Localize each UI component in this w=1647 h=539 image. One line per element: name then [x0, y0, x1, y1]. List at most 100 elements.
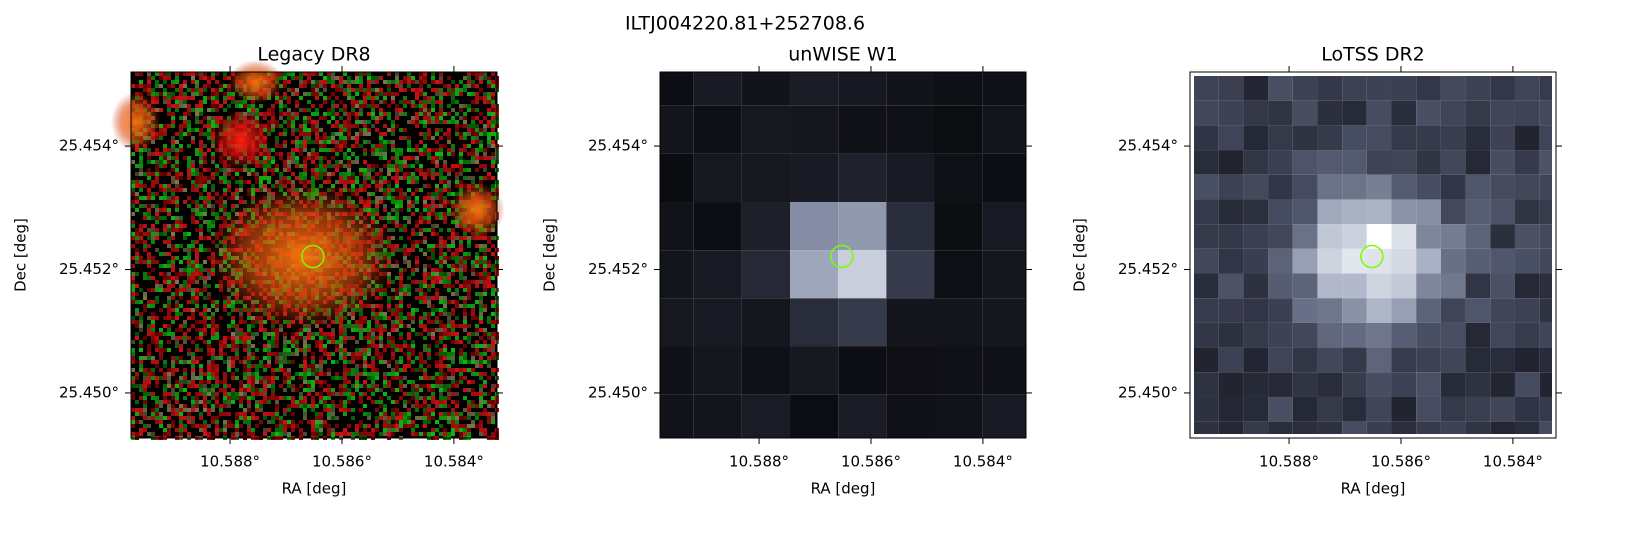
pixel: [419, 112, 423, 116]
pixel: [387, 296, 391, 300]
pixel: [303, 160, 307, 164]
pixel: [299, 420, 303, 424]
pixel: [195, 184, 199, 188]
pixel: [171, 80, 175, 84]
pixel: [379, 132, 383, 136]
pixel: [407, 420, 411, 424]
pixel: [215, 96, 219, 100]
pixel: [311, 364, 315, 368]
pixel: [363, 328, 367, 332]
pixel: [411, 172, 415, 176]
pixel: [363, 96, 367, 100]
pixel: [147, 432, 151, 436]
pixel: [315, 108, 319, 112]
pixel: [279, 172, 283, 176]
pixel: [227, 400, 231, 404]
pixel: [207, 424, 211, 428]
pixel: [175, 412, 179, 416]
pixel: [283, 164, 287, 168]
pixel: [487, 96, 491, 100]
pixel: [283, 84, 287, 88]
pixel: [487, 332, 491, 336]
pixel: [147, 80, 151, 84]
pixel: [211, 160, 215, 164]
pixel: [431, 76, 435, 80]
pixel: [199, 128, 203, 132]
pixel: [195, 260, 199, 264]
pixel: [299, 404, 303, 408]
pixel: [247, 344, 251, 348]
pixel: [335, 88, 339, 92]
pixel: [291, 396, 295, 400]
pixel: [351, 328, 355, 332]
pixel: [411, 392, 415, 396]
pixel: [159, 156, 163, 160]
pixel: [327, 160, 331, 164]
pixel: [267, 124, 271, 128]
pixel: [315, 372, 319, 376]
pixel: [239, 416, 243, 420]
pixel: [403, 316, 407, 320]
pixel: [283, 160, 287, 164]
pixel: [215, 192, 219, 196]
pixel: [427, 152, 431, 156]
pixel: [439, 176, 443, 180]
pixel: [211, 312, 215, 316]
pixel: [487, 132, 491, 136]
pixel: [323, 76, 327, 80]
pixel: [335, 168, 339, 172]
pixel: [491, 164, 495, 168]
pixel: [147, 424, 151, 428]
pixel: [411, 100, 415, 104]
pixel: [171, 396, 175, 400]
pixel: [427, 196, 431, 200]
pixel: [135, 408, 139, 412]
pixel: [211, 208, 215, 212]
pixel: [187, 260, 191, 264]
pixel: [143, 356, 147, 360]
pixel: [355, 136, 359, 140]
pixel: [375, 376, 379, 380]
pixel: [379, 144, 383, 148]
pixel: [211, 328, 215, 332]
pixel: [371, 332, 375, 336]
pixel: [423, 360, 427, 364]
pixel: [251, 388, 255, 392]
pixel: [479, 272, 483, 276]
pixel: [279, 144, 283, 148]
pixel: [255, 332, 259, 336]
pixel: [131, 432, 135, 436]
pixel: [399, 276, 403, 280]
pixel: [171, 112, 175, 116]
pixel: [163, 416, 167, 420]
pixel: [439, 228, 443, 232]
pixel: [411, 424, 415, 428]
pixel: [243, 420, 247, 424]
pixel: [483, 116, 487, 120]
pixel: [187, 172, 191, 176]
pixel: [247, 428, 251, 432]
pixel: [139, 396, 143, 400]
pixel: [251, 320, 255, 324]
pixel: [135, 376, 139, 380]
pixel: [475, 412, 479, 416]
pixel: [147, 376, 151, 380]
pixel: [463, 360, 467, 364]
pixel: [427, 184, 431, 188]
pixel: [199, 232, 203, 236]
pixel: [443, 336, 447, 340]
pixel: [235, 328, 239, 332]
pixel: [135, 172, 139, 176]
pixel: [191, 168, 195, 172]
pixel: [471, 268, 475, 272]
pixel: [207, 228, 211, 232]
pixel: [215, 72, 219, 76]
pixel: [447, 112, 451, 116]
pixel: [171, 124, 175, 128]
pixel: [131, 376, 135, 380]
pixel: [451, 372, 455, 376]
pixel: [475, 244, 479, 248]
pixel: [335, 112, 339, 116]
pixel: [171, 412, 175, 416]
pixel: [255, 408, 259, 412]
